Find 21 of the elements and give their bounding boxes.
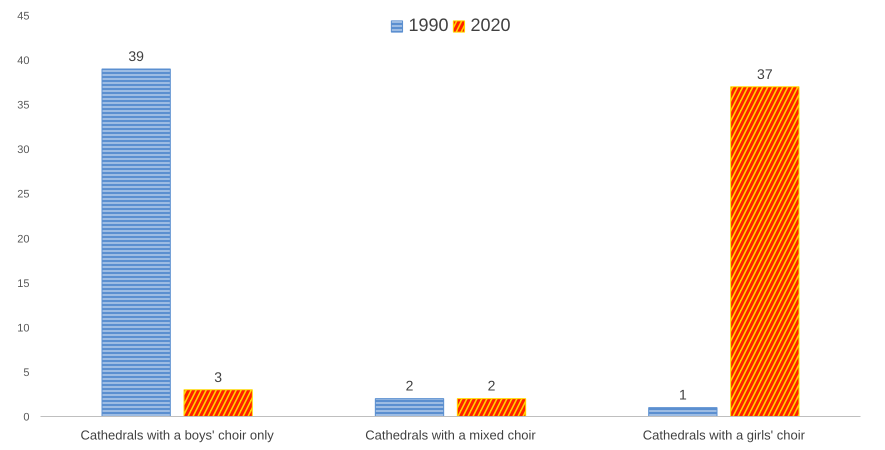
data-label: 37 (757, 66, 773, 82)
y-tick-label: 10 (17, 322, 30, 334)
y-tick-label: 5 (23, 366, 30, 379)
y-tick-label: 45 (17, 10, 30, 22)
x-tick-label: Cathedrals with a girls' choir (642, 428, 806, 442)
y-tick-label: 25 (17, 188, 30, 201)
data-label: 2 (406, 378, 414, 394)
x-tick-label: Cathedrals with a boys' choir only (80, 428, 274, 442)
legend-label: 1990 (408, 15, 448, 36)
data-label: 1 (678, 386, 687, 403)
y-tick-label: 30 (17, 144, 30, 156)
legend-label: 2020 (470, 15, 511, 36)
x-tick-label: Cathedrals with a mixed choir (365, 428, 536, 442)
data-label: 2 (488, 378, 496, 394)
data-label: 3 (214, 368, 222, 385)
y-tick-label: 0 (23, 412, 30, 424)
y-tick-label: 15 (17, 278, 30, 290)
y-tick-label: 35 (17, 100, 30, 112)
y-tick-label: 40 (17, 55, 30, 68)
y-tick-label: 20 (17, 233, 30, 246)
data-label: 39 (128, 48, 144, 64)
